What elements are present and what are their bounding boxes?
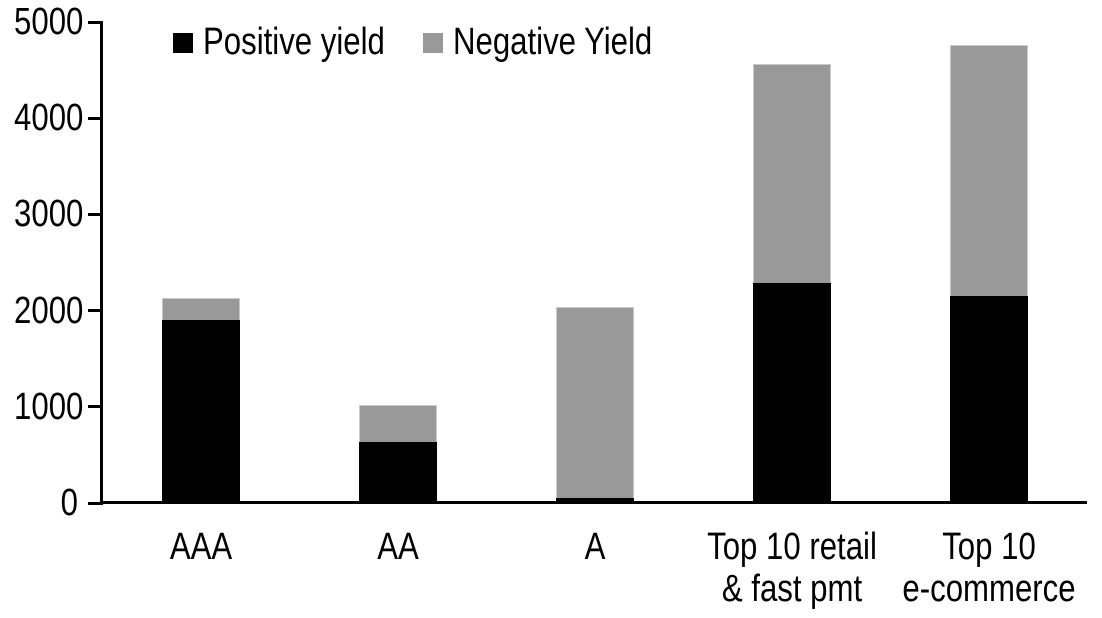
y-axis-tick-label: 2000 — [14, 289, 84, 332]
y-axis-tick — [88, 501, 103, 505]
y-axis-tick-label: 0 — [60, 482, 78, 524]
y-axis-tick — [88, 405, 103, 409]
bar-segment-positive-yield — [162, 320, 241, 503]
x-axis-category-label: Top 10 retail & fast pmt — [669, 526, 915, 610]
x-axis-category-label-line: Top 10 — [941, 526, 1036, 568]
y-axis — [100, 22, 103, 503]
y-axis-tick-label: 1000 — [14, 385, 84, 428]
legend-label-positive-yield: Positive yield — [203, 21, 385, 63]
y-axis-tick-label: 5000 — [14, 1, 84, 43]
x-axis-category-label: Top 10 e-commerce — [866, 526, 1102, 610]
bar-segment-positive-yield — [949, 296, 1028, 503]
x-axis-category-label: A — [472, 526, 718, 568]
bar-segment-negative-yield — [556, 306, 634, 499]
positive-yield-swatch-icon — [173, 32, 193, 53]
y-axis-tick — [88, 309, 103, 313]
legend-item-negative-yield: Negative Yield — [423, 21, 696, 63]
legend-label-negative-yield: Negative Yield — [453, 21, 653, 63]
x-axis-category-label-line: Top 10 retail — [706, 526, 877, 568]
x-axis-category-label-line: e-commerce — [902, 568, 1076, 610]
y-axis-tick — [88, 116, 103, 120]
y-axis-tick — [88, 212, 103, 216]
y-axis-tick — [88, 20, 103, 24]
x-axis-category-label-line: AAA — [170, 526, 233, 568]
x-axis-category-label-line: AA — [377, 526, 419, 568]
bar-segment-negative-yield — [162, 298, 241, 321]
bar-segment-positive-yield — [752, 282, 831, 503]
y-axis-tick-label: 4000 — [14, 97, 84, 140]
x-axis-category-label-line: A — [584, 526, 606, 568]
x-axis-category-label-line: & fast pmt — [721, 568, 862, 610]
x-axis-category-label: AAA — [78, 526, 324, 568]
legend-item-positive-yield: Positive yield — [173, 21, 425, 63]
bar-segment-negative-yield — [949, 45, 1028, 297]
bar-segment-negative-yield — [752, 64, 831, 283]
bar-segment-negative-yield — [359, 404, 438, 443]
bar-segment-positive-yield — [359, 442, 438, 503]
bar-segment-positive-yield — [556, 498, 634, 503]
x-axis-category-label: AA — [275, 526, 521, 568]
negative-yield-swatch-icon — [423, 32, 443, 53]
y-axis-tick-label: 3000 — [14, 193, 84, 236]
